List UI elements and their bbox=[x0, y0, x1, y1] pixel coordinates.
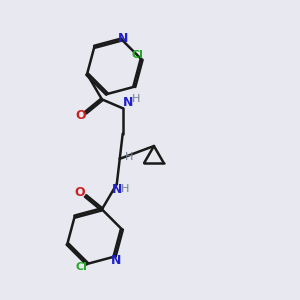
Text: O: O bbox=[76, 109, 86, 122]
Text: Cl: Cl bbox=[75, 262, 87, 272]
Text: H: H bbox=[125, 152, 134, 162]
Text: Cl: Cl bbox=[131, 50, 143, 60]
Text: N: N bbox=[112, 183, 122, 196]
Text: H: H bbox=[121, 184, 129, 194]
Text: N: N bbox=[123, 96, 133, 110]
Text: H: H bbox=[132, 94, 140, 104]
Text: O: O bbox=[74, 186, 85, 199]
Text: N: N bbox=[118, 32, 128, 44]
Text: N: N bbox=[111, 254, 121, 267]
